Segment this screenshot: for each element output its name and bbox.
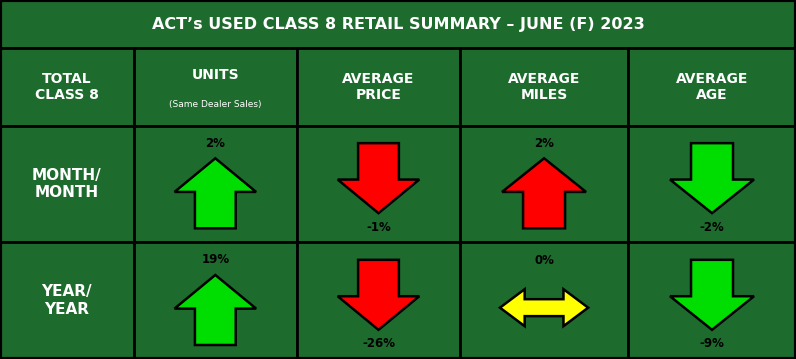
- Bar: [134, 242, 297, 359]
- Bar: [460, 242, 628, 359]
- Text: AVERAGE
MILES: AVERAGE MILES: [508, 72, 580, 102]
- Text: 0%: 0%: [534, 255, 554, 267]
- Text: -1%: -1%: [366, 221, 391, 234]
- Text: MONTH/
MONTH: MONTH/ MONTH: [32, 168, 102, 200]
- Bar: [628, 242, 796, 359]
- Text: AVERAGE
PRICE: AVERAGE PRICE: [342, 72, 415, 102]
- Bar: [460, 48, 628, 126]
- Bar: [0, 0, 796, 48]
- Text: AVERAGE
AGE: AVERAGE AGE: [676, 72, 748, 102]
- Text: -9%: -9%: [700, 337, 724, 350]
- Text: 19%: 19%: [201, 253, 229, 266]
- Bar: [0, 242, 134, 359]
- Bar: [0, 126, 134, 242]
- Text: UNITS: UNITS: [192, 69, 239, 83]
- Text: 2%: 2%: [534, 137, 554, 150]
- Polygon shape: [500, 289, 588, 326]
- Text: -2%: -2%: [700, 221, 724, 234]
- Polygon shape: [174, 158, 256, 228]
- Text: YEAR/
YEAR: YEAR/ YEAR: [41, 284, 92, 317]
- Polygon shape: [338, 143, 419, 213]
- Polygon shape: [670, 260, 754, 330]
- Bar: [628, 48, 796, 126]
- Text: TOTAL
CLASS 8: TOTAL CLASS 8: [35, 72, 99, 102]
- Polygon shape: [174, 275, 256, 345]
- Polygon shape: [670, 143, 754, 213]
- Polygon shape: [502, 158, 586, 228]
- Bar: [297, 126, 460, 242]
- Bar: [134, 48, 297, 126]
- Bar: [0, 48, 134, 126]
- Bar: [297, 48, 460, 126]
- Text: ACT’s USED CLASS 8 RETAIL SUMMARY – JUNE (F) 2023: ACT’s USED CLASS 8 RETAIL SUMMARY – JUNE…: [151, 17, 645, 32]
- Text: 2%: 2%: [205, 137, 225, 150]
- Bar: [134, 126, 297, 242]
- Bar: [628, 126, 796, 242]
- Text: (Same Dealer Sales): (Same Dealer Sales): [169, 99, 262, 108]
- Bar: [297, 242, 460, 359]
- Bar: [460, 126, 628, 242]
- Text: -26%: -26%: [362, 337, 395, 350]
- Polygon shape: [338, 260, 419, 330]
